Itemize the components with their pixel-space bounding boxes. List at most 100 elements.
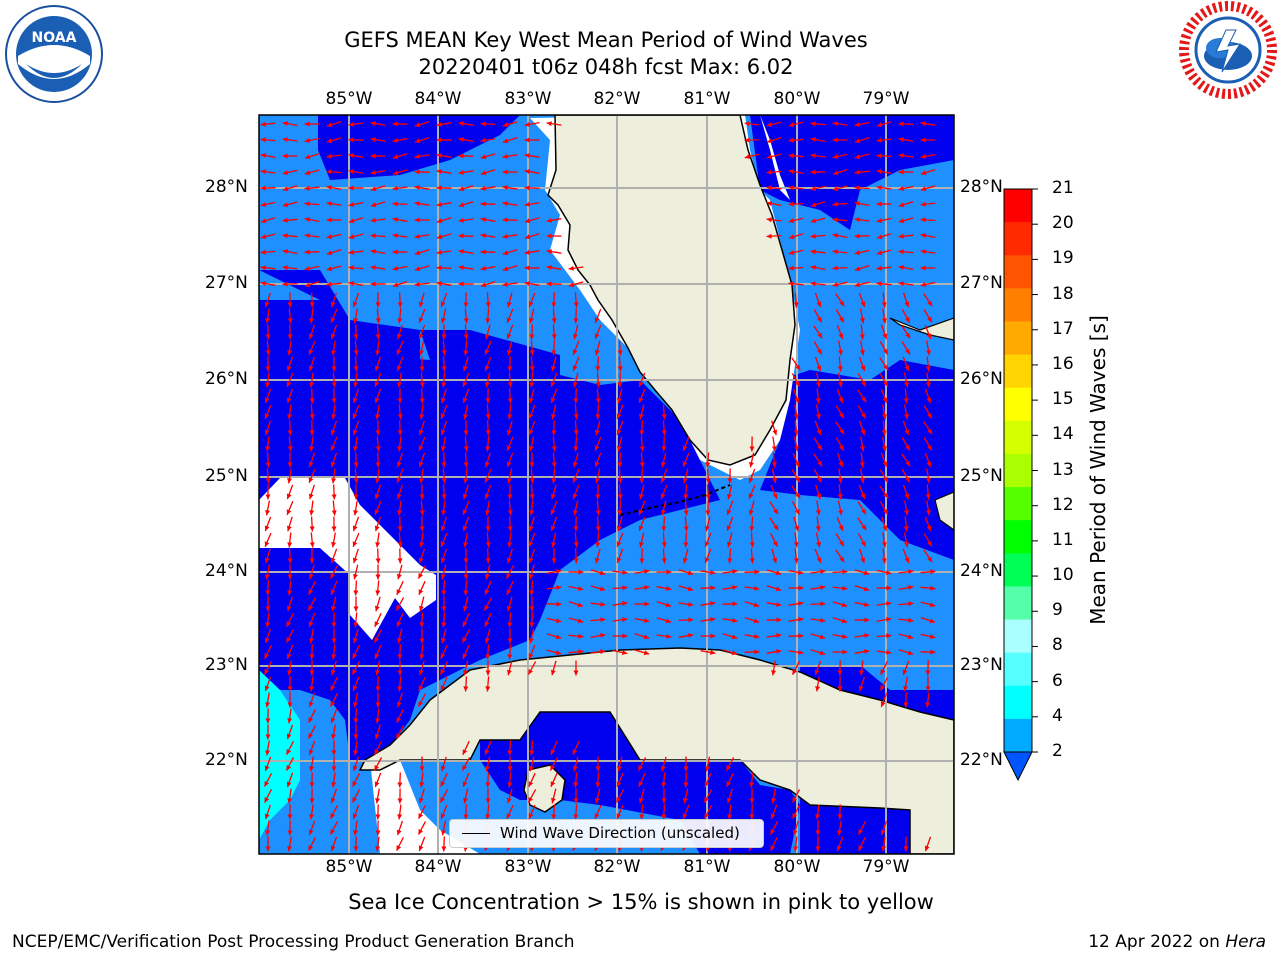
wave-arrow-head: [484, 589, 490, 595]
wave-arrow-head: [370, 233, 376, 239]
wave-arrow-head: [480, 121, 486, 127]
wave-arrow-head: [370, 249, 376, 254]
wave-arrow-head: [793, 558, 799, 564]
wave-arrow-head: [330, 797, 336, 804]
wave-arrow-head: [683, 542, 689, 548]
wave-arrow-head: [287, 430, 293, 436]
wave-arrow-head: [436, 153, 442, 158]
wave-arrow-head: [506, 333, 512, 339]
wave-arrow-head: [776, 633, 782, 639]
colorbar-tick-label: 9: [1052, 600, 1063, 621]
wave-arrow-head: [348, 185, 354, 191]
wave-arrow-head: [506, 317, 512, 323]
colorbar-segment: [1004, 487, 1032, 521]
wave-arrow-head: [326, 250, 333, 256]
wave-arrow-head: [551, 462, 557, 468]
wave-arrow-head: [352, 653, 358, 659]
wave-arrow-head: [441, 830, 446, 836]
wave-arrow-head: [616, 781, 622, 787]
wave-arrow-head: [265, 478, 271, 484]
wave-arrow-head: [260, 218, 267, 224]
wave-arrow-head: [660, 493, 666, 499]
wave-arrow-head: [260, 265, 266, 271]
wave-arrow-head: [886, 601, 892, 607]
wave-arrow-head: [506, 797, 512, 804]
wave-arrow-head: [572, 365, 578, 371]
wave-arrow-head: [309, 302, 315, 308]
wave-arrow-head: [687, 570, 694, 576]
wave-arrow-head: [860, 493, 866, 499]
wave-arrow-head: [898, 218, 905, 224]
wave-arrow-head: [863, 570, 870, 576]
wave-arrow-head: [265, 366, 271, 372]
colorbar-tick-label: 6: [1052, 670, 1063, 691]
wave-arrow-head: [881, 302, 887, 308]
wave-arrow-head: [419, 782, 425, 788]
wave-arrow-head: [396, 829, 402, 836]
wave-arrow-head: [864, 617, 870, 623]
wave-arrow-head: [282, 137, 288, 143]
wave-arrow-head: [882, 461, 888, 467]
wave-arrow-head: [639, 446, 645, 452]
wave-arrow-head: [839, 428, 845, 435]
wave-arrow-head: [397, 558, 403, 564]
wave-arrow-head: [595, 414, 601, 420]
wave-arrow-head: [287, 830, 293, 836]
wave-arrow-head: [462, 365, 468, 372]
wave-arrow-head: [815, 526, 821, 532]
wave-arrow-head: [458, 202, 465, 208]
wave-arrow-head: [392, 138, 398, 143]
wave-arrow-head: [419, 622, 425, 628]
wave-arrow-head: [556, 569, 562, 574]
wave-arrow-head: [841, 602, 848, 608]
wave-arrow-head: [794, 397, 800, 404]
wave-arrow-head: [577, 586, 584, 591]
wave-arrow-head: [352, 765, 358, 772]
wave-arrow-head: [265, 382, 271, 388]
wave-arrow-head: [441, 846, 447, 852]
wave-arrow-head: [550, 669, 556, 676]
wave-arrow-head: [688, 633, 694, 638]
wave-arrow-head: [458, 265, 464, 271]
wave-arrow-head: [286, 397, 292, 404]
wave-arrow-head: [440, 797, 445, 803]
wave-arrow-head: [264, 669, 269, 675]
wave-arrow-head: [661, 782, 667, 788]
wave-arrow-head: [308, 621, 314, 627]
wave-arrow-head: [330, 317, 336, 323]
wave-arrow-head: [282, 233, 288, 239]
wave-arrow-head: [392, 249, 398, 255]
wave-arrow-head: [397, 510, 403, 516]
wave-arrow-head: [265, 510, 270, 516]
wave-arrow-head: [353, 622, 359, 628]
wave-arrow-head: [331, 750, 337, 756]
wave-arrow-head: [374, 765, 379, 771]
wave-arrow-head: [348, 281, 354, 286]
footer-credit: NCEP/EMC/Verification Post Processing Pr…: [12, 932, 575, 952]
wave-arrow-head: [798, 633, 804, 639]
wave-arrow-head: [832, 137, 838, 143]
wave-arrow-head: [374, 653, 380, 659]
wave-arrow-head: [616, 541, 622, 547]
wave-arrow-head: [766, 217, 772, 223]
colorbar-tick-label: 15: [1052, 389, 1074, 410]
wave-arrow-head: [287, 846, 292, 852]
wave-arrow-head: [687, 586, 694, 592]
wave-arrow-head: [374, 621, 380, 627]
wave-arrow-head: [816, 541, 821, 548]
wave-arrow-head: [836, 845, 842, 851]
wave-arrow-head: [485, 765, 490, 772]
wave-arrow-head: [419, 542, 425, 548]
wave-arrow-head: [330, 429, 336, 436]
wave-arrow-head: [374, 381, 380, 387]
wave-arrow-head: [330, 333, 336, 340]
wave-arrow-head: [838, 382, 843, 388]
lon-label-top: 85°W: [325, 89, 373, 109]
wave-arrow-head: [480, 249, 486, 255]
colorbar-tick-label: 21: [1052, 178, 1074, 198]
wave-arrow-head: [463, 334, 469, 340]
wave-arrow-head: [661, 430, 667, 436]
wave-arrow-head: [810, 169, 816, 175]
wave-arrow-head: [577, 602, 584, 608]
wave-arrow-head: [551, 446, 557, 452]
